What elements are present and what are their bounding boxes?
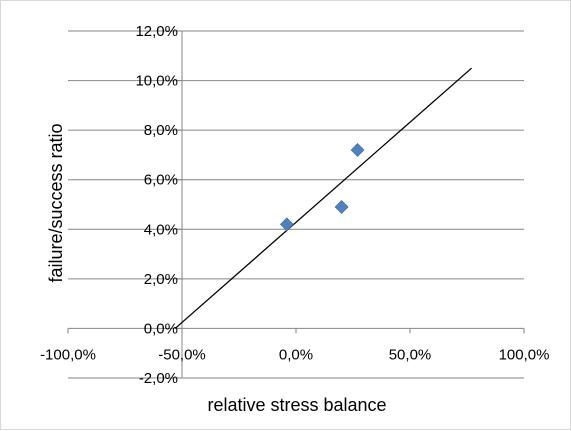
y-axis-title: failure/success ratio — [46, 123, 66, 282]
data-points — [279, 143, 365, 232]
x-tick-label: 50,0% — [389, 346, 432, 363]
trendline-layer — [174, 67, 472, 329]
grid-lines — [68, 30, 524, 379]
y-tick-label: 12,0% — [135, 23, 178, 40]
y-tick-label: 10,0% — [135, 73, 178, 90]
y-tick-label: 6,0% — [144, 172, 178, 189]
x-tick-label: 100,0% — [499, 346, 550, 363]
axes — [67, 30, 525, 379]
x-tick-label: 0,0% — [279, 346, 313, 363]
y-tick-label: -2,0% — [139, 370, 178, 387]
x-axis-title: relative stress balance — [207, 395, 386, 415]
data-point — [279, 217, 294, 232]
tick-labels: -100,0% -50,0% 0,0% 50,0% 100,0% -2,0% 0,0% 2,0… — [40, 23, 549, 387]
trendline — [174, 67, 472, 329]
y-tick-label: 4,0% — [144, 221, 178, 238]
data-point — [334, 200, 349, 214]
y-tick-label: 8,0% — [144, 122, 178, 139]
x-tick-label: -100,0% — [40, 346, 96, 363]
y-tick-label: 2,0% — [144, 271, 178, 288]
x-tick-label: -50,0% — [158, 346, 206, 363]
y-tick-label: 0,0% — [144, 320, 178, 337]
data-point — [350, 143, 365, 157]
